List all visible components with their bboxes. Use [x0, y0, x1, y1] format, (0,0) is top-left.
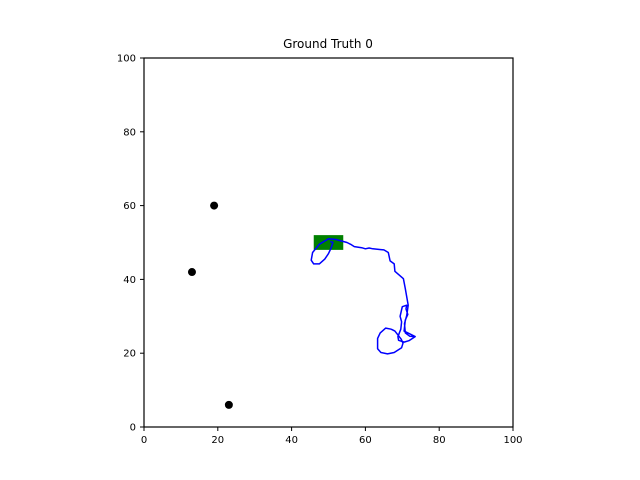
x-tick-label: 100 — [503, 435, 522, 446]
x-tick-label: 80 — [433, 435, 446, 446]
trajectory-loop — [376, 327, 404, 355]
scatter-point — [210, 201, 219, 210]
y-tick-label: 60 — [123, 201, 136, 212]
x-tick-label: 40 — [285, 435, 298, 446]
y-tick-label: 40 — [123, 275, 136, 286]
chart-title: Ground Truth 0 — [283, 37, 373, 51]
x-tick-label: 0 — [141, 435, 147, 446]
scatter-point — [224, 400, 233, 409]
y-tick-label: 80 — [123, 127, 136, 138]
scatter-point — [187, 268, 196, 277]
goal-rectangle — [313, 235, 344, 250]
trajectory-line — [310, 238, 416, 343]
plot-area — [187, 201, 416, 409]
axis-ticks: 0 20 40 60 80 100 0 20 40 60 80 100 — [117, 54, 523, 447]
axes-frame — [143, 57, 514, 428]
y-tick-label: 100 — [117, 54, 136, 65]
x-tick-label: 20 — [211, 435, 224, 446]
y-tick-label: 20 — [123, 349, 136, 360]
y-tick-label: 0 — [130, 423, 136, 434]
x-tick-label: 60 — [359, 435, 372, 446]
